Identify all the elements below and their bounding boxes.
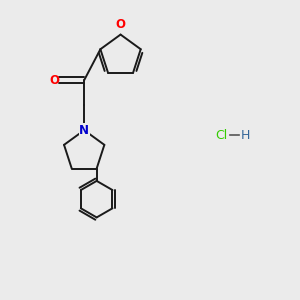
Text: N: N xyxy=(79,124,89,137)
Text: O: O xyxy=(50,74,60,87)
Text: Cl: Cl xyxy=(215,129,227,142)
Text: H: H xyxy=(241,129,250,142)
Text: O: O xyxy=(116,18,126,31)
